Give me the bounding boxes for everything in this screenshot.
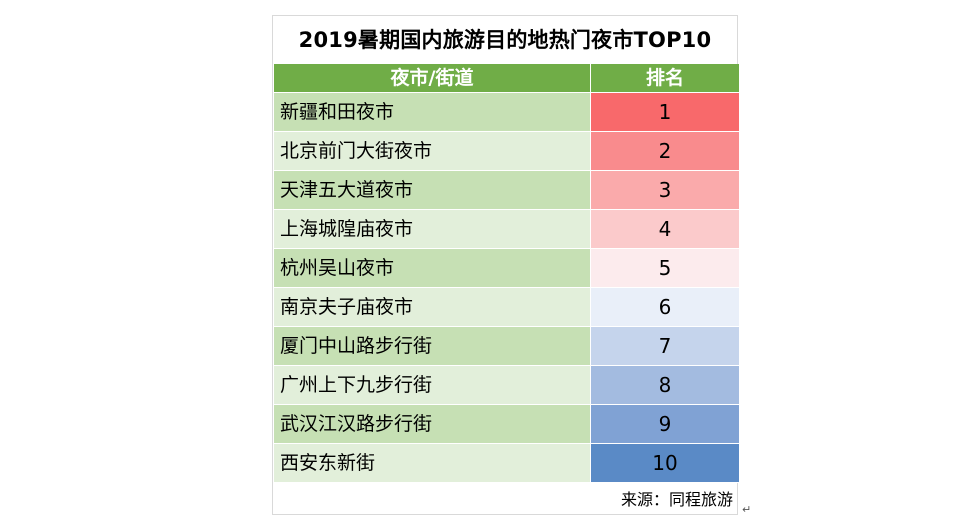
table-header-row: 夜市/街道 排名 [274,64,740,93]
table-row: 上海城隍庙夜市 4 [274,210,740,249]
row-rank: 5 [591,249,739,287]
row-rank: 1 [591,93,739,131]
table-row: 天津五大道夜市 3 [274,171,740,210]
table-row: 厦门中山路步行街 7 [274,327,740,366]
row-name: 厦门中山路步行街 [274,327,591,365]
row-name: 南京夫子庙夜市 [274,288,591,326]
row-rank: 9 [591,405,739,443]
table-row: 广州上下九步行街 8 [274,366,740,405]
row-name: 天津五大道夜市 [274,171,591,209]
row-name: 上海城隍庙夜市 [274,210,591,248]
row-name: 西安东新街 [274,444,591,482]
row-rank: 3 [591,171,739,209]
row-name: 杭州吴山夜市 [274,249,591,287]
row-rank: 4 [591,210,739,248]
table-row: 新疆和田夜市 1 [274,93,740,132]
row-rank: 10 [591,444,739,482]
header-rank: 排名 [591,64,739,92]
paragraph-mark: ↵ [742,503,752,516]
header-name: 夜市/街道 [274,64,591,92]
ranking-table-sheet: 2019暑期国内旅游目的地热门夜市TOP10 夜市/街道 排名 新疆和田夜市 1 北… [272,15,740,515]
table-title: 2019暑期国内旅游目的地热门夜市TOP10 [298,28,712,52]
row-rank: 2 [591,132,739,170]
table-row: 南京夫子庙夜市 6 [274,288,740,327]
source-note: 来源：同程旅游 [620,490,733,509]
row-rank: 8 [591,366,739,404]
row-name: 武汉江汉路步行街 [274,405,591,443]
row-name: 广州上下九步行街 [274,366,591,404]
row-rank: 6 [591,288,739,326]
table-row: 杭州吴山夜市 5 [274,249,740,288]
table-row: 武汉江汉路步行街 9 [274,405,740,444]
table-row: 西安东新街 10 [274,444,740,483]
row-name: 北京前门大街夜市 [274,132,591,170]
row-rank: 7 [591,327,739,365]
table-row: 北京前门大街夜市 2 [274,132,740,171]
row-name: 新疆和田夜市 [274,93,591,131]
ranking-table: 夜市/街道 排名 新疆和田夜市 1 北京前门大街夜市 2 天津五大道夜市 3 上海城隍庙夜市… [274,64,740,483]
